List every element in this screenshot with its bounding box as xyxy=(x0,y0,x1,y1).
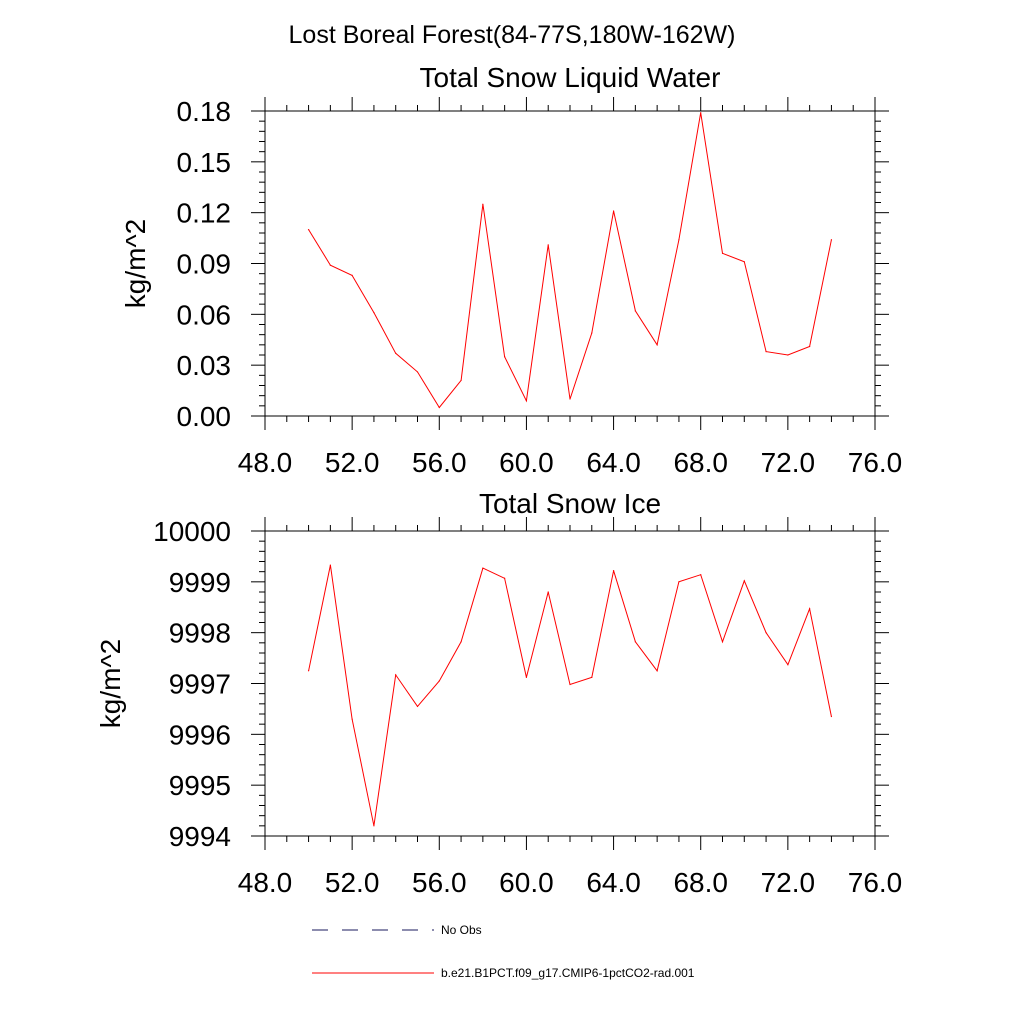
x-tick-label: 72.0 xyxy=(761,447,816,478)
data-point xyxy=(809,345,811,348)
data-point xyxy=(547,244,549,246)
data-point xyxy=(482,203,484,205)
x-tick-label: 64.0 xyxy=(586,447,641,478)
data-point xyxy=(504,356,506,358)
data-point xyxy=(634,641,636,643)
panel-snow-liquid-water: Total Snow Liquid Water 48.0 52.0 56.0 60.0 6… xyxy=(120,62,902,478)
data-point xyxy=(700,574,702,576)
x-tick-label: 48.0 xyxy=(238,867,293,898)
data-point xyxy=(569,398,571,400)
series-line xyxy=(308,564,832,826)
data-point xyxy=(395,352,397,354)
data-point xyxy=(569,683,571,686)
y-tick-label: 0.06 xyxy=(177,299,232,330)
x-tick-label: 68.0 xyxy=(673,867,728,898)
data-point xyxy=(721,641,724,643)
x-tick-label: 64.0 xyxy=(586,867,641,898)
data-point xyxy=(373,312,375,314)
x-tick-label: 68.0 xyxy=(673,447,728,478)
y-tick-label: 0.09 xyxy=(177,249,232,280)
data-point xyxy=(743,580,745,582)
data-point xyxy=(525,676,528,679)
data-point xyxy=(438,680,440,682)
legend-model-label: b.e21.B1PCT.f09_g17.CMIP6-1pctCO2-rad.00… xyxy=(441,966,695,980)
data-point xyxy=(329,264,331,266)
y-tick-label: 0.00 xyxy=(177,401,232,432)
x-tick-label: 52.0 xyxy=(325,447,380,478)
data-point xyxy=(460,379,462,382)
y-tick-label: 9995 xyxy=(169,770,231,801)
data-point xyxy=(307,670,310,672)
data-point xyxy=(416,371,419,373)
data-point xyxy=(612,210,615,212)
y-tick-label: 0.03 xyxy=(177,350,232,381)
data-point xyxy=(656,344,658,346)
data-point xyxy=(591,676,593,679)
x-tick-label: 60.0 xyxy=(499,867,554,898)
data-point xyxy=(591,332,593,334)
data-point xyxy=(547,591,549,593)
y-axis-label: kg/m^2 xyxy=(95,639,126,728)
x-tick-label: 56.0 xyxy=(412,867,467,898)
y-tick-label: 9998 xyxy=(169,618,231,649)
y-tick-label: 0.12 xyxy=(177,198,232,229)
y-tick-label: 0.18 xyxy=(177,96,232,127)
y-tick-label: 9994 xyxy=(169,821,231,852)
data-point xyxy=(678,239,680,241)
data-point xyxy=(743,261,745,263)
y-axis-label: kg/m^2 xyxy=(120,219,151,308)
data-point xyxy=(351,718,353,720)
x-tick-label: 72.0 xyxy=(761,867,816,898)
data-point xyxy=(307,229,310,231)
data-point xyxy=(765,632,767,634)
data-point xyxy=(482,567,484,569)
y-tick-label: 9997 xyxy=(169,669,231,700)
x-tick-label: 48.0 xyxy=(238,447,293,478)
data-point xyxy=(395,674,397,676)
data-point xyxy=(765,351,767,353)
y-tick-label: 9999 xyxy=(169,567,231,598)
data-point xyxy=(700,112,702,114)
x-tick-label: 52.0 xyxy=(325,867,380,898)
data-point xyxy=(612,570,615,572)
legend: No Obs b.e21.B1PCT.f09_g17.CMIP6-1pctCO2… xyxy=(312,923,695,980)
y-tick-label: 10000 xyxy=(153,516,231,547)
legend-no-obs-label: No Obs xyxy=(441,923,482,937)
data-point xyxy=(830,239,833,241)
panel-snow-ice: Total Snow Ice 48.0 52.0 56.0 60.0 64.0 68.0 72… xyxy=(95,488,902,898)
data-point xyxy=(721,252,724,254)
data-point xyxy=(830,715,833,718)
x-tick-label: 60.0 xyxy=(499,447,554,478)
x-tick-label: 76.0 xyxy=(848,447,903,478)
data-point xyxy=(656,670,658,672)
chart-title: Total Snow Liquid Water xyxy=(420,62,721,93)
data-point xyxy=(525,400,528,402)
data-point xyxy=(787,354,789,356)
data-point xyxy=(809,608,811,610)
data-point xyxy=(438,406,440,409)
data-point xyxy=(787,664,789,666)
x-tick-label: 56.0 xyxy=(412,447,467,478)
data-point xyxy=(373,825,375,827)
y-tick-label: 0.15 xyxy=(177,147,232,178)
data-point xyxy=(351,274,353,276)
data-point xyxy=(678,581,680,583)
figure-suptitle: Lost Boreal Forest(84-77S,180W-162W) xyxy=(289,21,736,49)
x-tick-label: 76.0 xyxy=(848,867,903,898)
data-point xyxy=(504,577,506,579)
data-point xyxy=(634,310,636,312)
data-point xyxy=(416,705,419,707)
y-tick-label: 9996 xyxy=(169,719,231,750)
data-point xyxy=(329,564,331,566)
data-point xyxy=(460,641,462,643)
plot-frame xyxy=(264,110,876,417)
series-line xyxy=(308,112,832,409)
chart-title: Total Snow Ice xyxy=(479,488,661,519)
